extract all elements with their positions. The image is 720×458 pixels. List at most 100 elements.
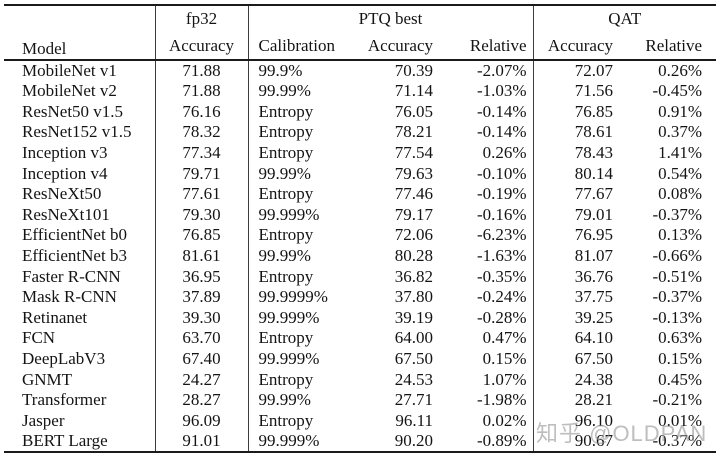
cell-ptq-acc: 37.80 bbox=[394, 287, 433, 307]
cell-calibration: 99.99% bbox=[247, 245, 353, 267]
cell-model: Inception v4 bbox=[22, 163, 108, 183]
cell-ptq-acc: 90.20 bbox=[394, 431, 433, 451]
cell-fp32: 28.27 bbox=[154, 389, 248, 411]
cell-fp32: 71.88 bbox=[154, 60, 248, 81]
table-row: ResNet152 v1.5 78.32 Entropy 78.21 -0.14% 78.… bbox=[4, 122, 716, 143]
table-row: Inception v4 79.71 99.99% 79.63 -0.10% 80.14 0… bbox=[4, 163, 716, 184]
cell-ptq-rel: -0.35% bbox=[476, 266, 527, 286]
cell-ptq-acc: 72.06 bbox=[394, 225, 433, 245]
table-row: BERT Large 91.01 99.999% 90.20 -0.89% 90.67 -0… bbox=[4, 431, 716, 453]
cell-fp32: 76.16 bbox=[154, 101, 248, 123]
cell-fp32: 81.61 bbox=[154, 245, 248, 267]
cell-ptq-acc: 77.54 bbox=[394, 143, 433, 163]
cell-qat-acc: 28.21 bbox=[532, 389, 619, 411]
cell-qat-acc: 78.43 bbox=[532, 142, 619, 164]
cell-ptq-acc: 24.53 bbox=[394, 369, 433, 389]
cell-model: MobileNet v2 bbox=[22, 81, 117, 101]
cell-ptq-acc: 77.46 bbox=[394, 184, 433, 204]
cell-fp32: 71.88 bbox=[154, 81, 248, 102]
cell-qat-rel: 0.01% bbox=[658, 410, 703, 430]
cell-ptq-acc: 70.39 bbox=[394, 61, 433, 80]
table-body: MobileNet v1 71.88 99.9% 70.39 -2.07% 72.07 0.… bbox=[4, 60, 716, 453]
cell-fp32: 96.09 bbox=[154, 410, 248, 432]
column-group-ptq-best: PTQ best bbox=[247, 5, 534, 29]
cell-ptq-rel: -0.19% bbox=[476, 184, 527, 204]
cell-qat-acc: 67.50 bbox=[532, 348, 619, 370]
cell-model: Jasper bbox=[22, 410, 65, 430]
cell-calibration: 99.999% bbox=[247, 431, 353, 453]
cell-ptq-rel: -0.10% bbox=[476, 163, 527, 183]
cell-qat-rel: -0.51% bbox=[652, 266, 703, 286]
table-row: Retinanet 39.30 99.999% 39.19 -0.28% 39.25 -0.… bbox=[4, 307, 716, 329]
table-header: Model fp32 PTQ best QAT Accuracy Calibra… bbox=[4, 5, 717, 61]
cell-qat-acc: 39.25 bbox=[532, 307, 619, 329]
cell-ptq-acc: 36.82 bbox=[394, 266, 433, 286]
cell-fp32: 91.01 bbox=[154, 431, 248, 453]
table-row: Faster R-CNN 36.95 Entropy 36.82 -0.35% 36.76… bbox=[4, 266, 716, 287]
cell-ptq-rel: -1.63% bbox=[476, 246, 527, 266]
table-row: ResNeXt50 77.61 Entropy 77.46 -0.19% 77.67 0.0… bbox=[4, 183, 716, 205]
cell-qat-rel: 0.26% bbox=[658, 61, 703, 80]
cell-qat-acc: 90.67 bbox=[532, 431, 619, 453]
cell-ptq-acc: 64.00 bbox=[394, 328, 433, 348]
cell-calibration: Entropy bbox=[247, 122, 353, 143]
table-row: EfficientNet b0 76.85 Entropy 72.06 -6.23% 76… bbox=[4, 225, 716, 246]
column-group-fp32: fp32 bbox=[154, 5, 248, 29]
cell-ptq-acc: 80.28 bbox=[394, 246, 433, 266]
cell-qat-rel: -0.66% bbox=[652, 246, 703, 266]
cell-ptq-rel: 0.02% bbox=[482, 410, 527, 430]
cell-calibration: Entropy bbox=[247, 410, 353, 432]
quantization-results-table: Model fp32 PTQ best QAT Accuracy Calibra… bbox=[4, 4, 717, 454]
paper-table-page: Model fp32 PTQ best QAT Accuracy Calibra… bbox=[0, 4, 720, 458]
cell-ptq-acc: 79.63 bbox=[394, 163, 433, 183]
cell-qat-acc: 72.07 bbox=[532, 60, 619, 81]
cell-ptq-acc: 79.17 bbox=[394, 204, 433, 224]
column-header-qat-relative: Relative bbox=[618, 29, 717, 61]
cell-model: ResNet152 v1.5 bbox=[22, 122, 132, 142]
cell-ptq-rel: -0.16% bbox=[476, 204, 527, 224]
cell-qat-rel: -0.37% bbox=[652, 431, 703, 451]
cell-qat-rel: 0.08% bbox=[658, 184, 703, 204]
cell-qat-acc: 37.75 bbox=[532, 286, 619, 308]
cell-model: Transformer bbox=[22, 390, 107, 410]
cell-calibration: Entropy bbox=[247, 183, 353, 205]
cell-fp32: 77.61 bbox=[154, 183, 248, 205]
column-group-qat: QAT bbox=[532, 5, 717, 29]
cell-qat-acc: 77.67 bbox=[532, 183, 619, 205]
cell-qat-acc: 71.56 bbox=[532, 81, 619, 102]
cell-qat-rel: 0.91% bbox=[658, 101, 703, 121]
cell-ptq-rel: -0.24% bbox=[476, 287, 527, 307]
cell-qat-rel: -0.37% bbox=[652, 287, 703, 307]
cell-ptq-rel: -0.28% bbox=[476, 307, 527, 327]
cell-model: FCN bbox=[22, 328, 56, 348]
cell-model: EfficientNet b0 bbox=[22, 225, 127, 245]
cell-calibration: 99.99% bbox=[247, 163, 353, 184]
cell-qat-rel: 0.54% bbox=[658, 163, 703, 183]
cell-ptq-rel: -0.14% bbox=[476, 101, 527, 121]
table-row: Transformer 28.27 99.99% 27.71 -1.98% 28.21 -0… bbox=[4, 389, 716, 411]
table-row: Mask R-CNN 37.89 99.9999% 37.80 -0.24% 37.75 -… bbox=[4, 286, 716, 308]
cell-fp32: 79.30 bbox=[154, 204, 248, 226]
cell-ptq-rel: 1.07% bbox=[482, 369, 527, 389]
cell-ptq-rel: 0.47% bbox=[482, 328, 527, 348]
cell-fp32: 36.95 bbox=[154, 266, 248, 287]
cell-qat-acc: 36.76 bbox=[532, 266, 619, 287]
cell-calibration: 99.99% bbox=[247, 81, 353, 102]
table-row: MobileNet v1 71.88 99.9% 70.39 -2.07% 72.07 0.… bbox=[4, 60, 716, 81]
cell-ptq-rel: 0.15% bbox=[482, 349, 527, 369]
cell-qat-rel: -0.45% bbox=[652, 81, 703, 101]
cell-model: ResNeXt101 bbox=[22, 204, 110, 224]
cell-model: DeepLabV3 bbox=[22, 349, 106, 369]
cell-qat-acc: 76.85 bbox=[532, 101, 619, 123]
cell-fp32: 77.34 bbox=[154, 142, 248, 164]
cell-calibration: Entropy bbox=[247, 101, 353, 123]
cell-ptq-rel: -1.03% bbox=[476, 81, 527, 101]
column-header-model: Model bbox=[4, 5, 155, 61]
cell-qat-acc: 81.07 bbox=[532, 245, 619, 267]
cell-model: BERT Large bbox=[22, 431, 108, 451]
cell-ptq-rel: 0.26% bbox=[482, 143, 527, 163]
header-sub-row: Accuracy Calibration Accuracy Relative A… bbox=[4, 29, 717, 61]
cell-qat-acc: 79.01 bbox=[532, 204, 619, 226]
cell-qat-acc: 24.38 bbox=[532, 369, 619, 390]
cell-ptq-rel: -0.14% bbox=[476, 122, 527, 142]
